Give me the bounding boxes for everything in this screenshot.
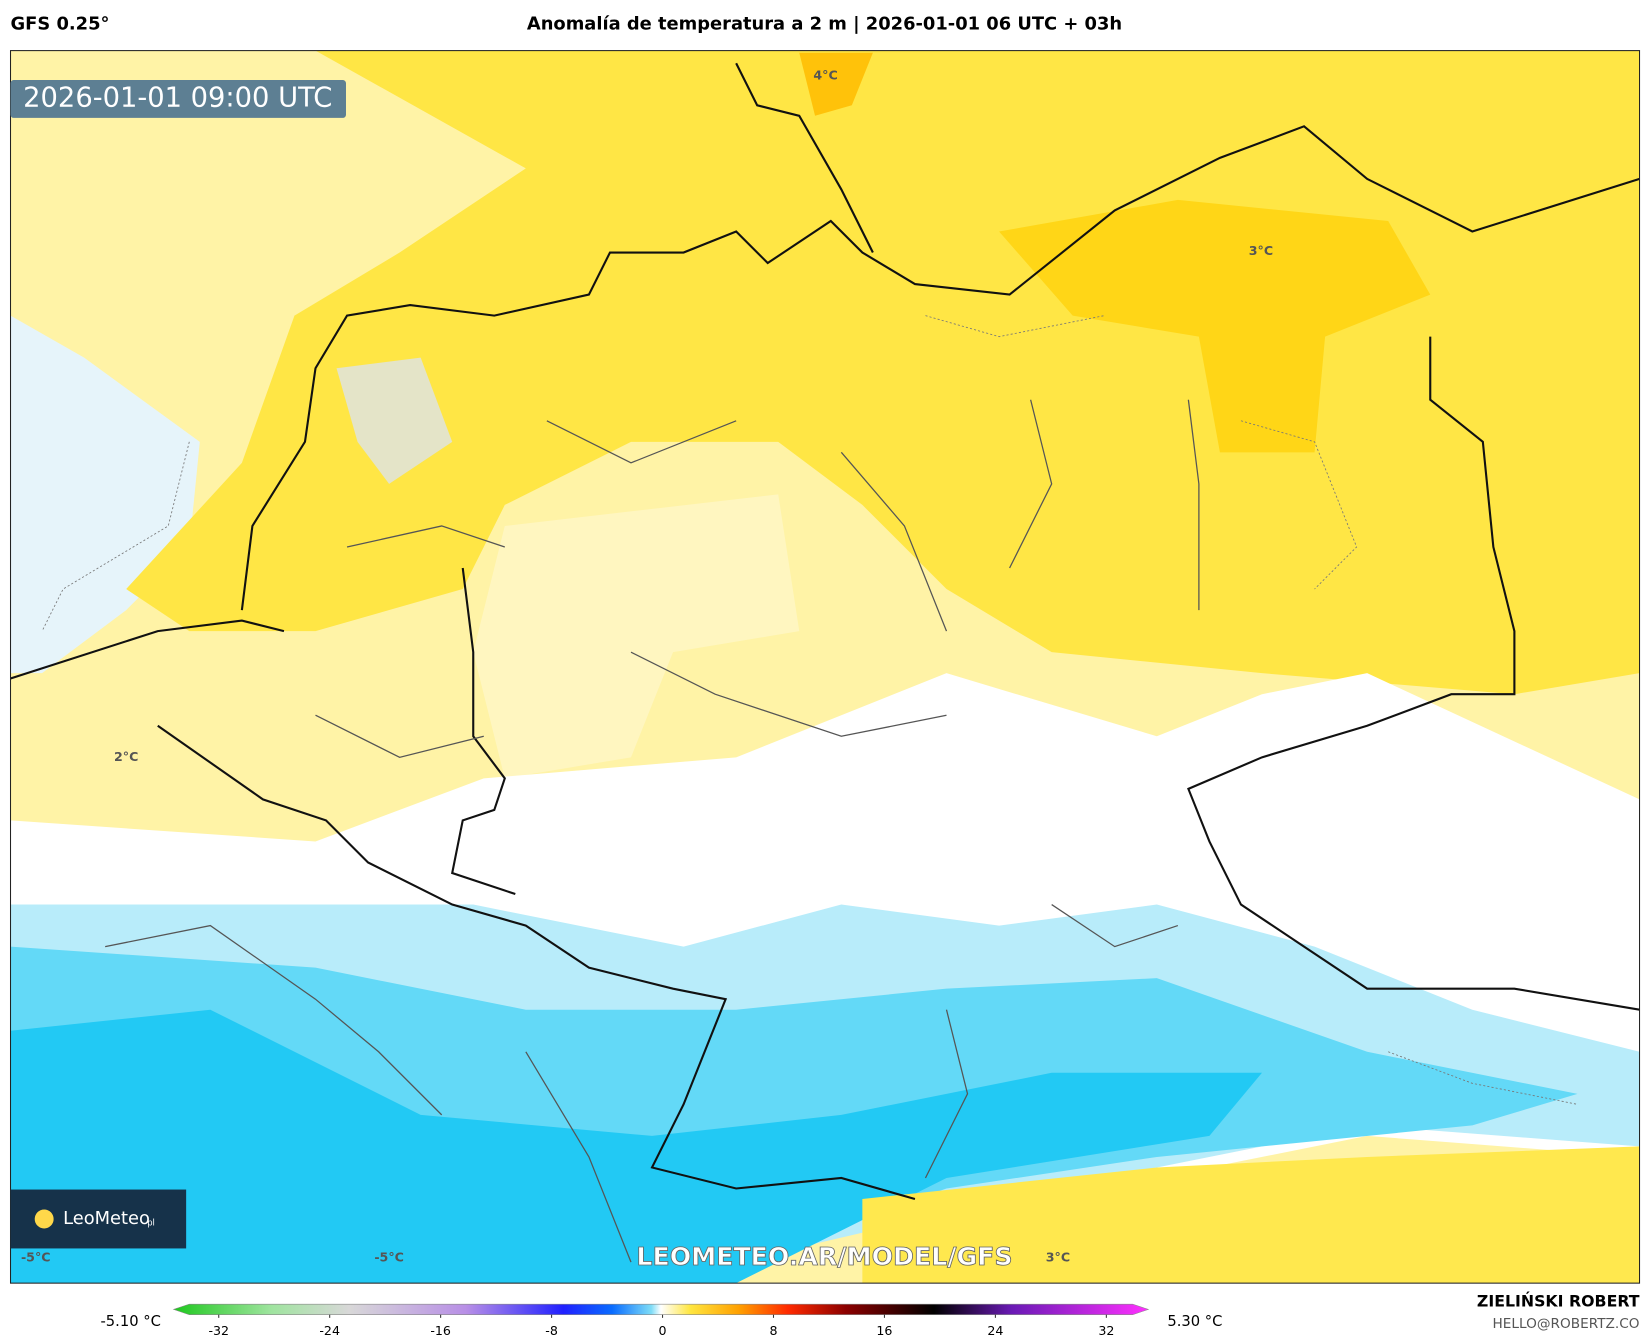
colder-area xyxy=(10,1009,1262,1284)
colorbar-tick-label: -32 xyxy=(208,1323,229,1338)
anomaly-contour xyxy=(41,315,1578,1105)
time-badge xyxy=(10,80,346,118)
coastline xyxy=(240,125,1640,611)
colorbar-min-label: -5.10 °C xyxy=(100,1313,160,1330)
colorbar-tick-label: 32 xyxy=(1098,1323,1114,1338)
colorbar-tick-label: -8 xyxy=(545,1323,558,1338)
colorbar-tick-label: 0 xyxy=(659,1323,667,1338)
region-border xyxy=(105,399,1200,1263)
map-title: Anomalía de temperatura a 2 m | 2026-01-… xyxy=(527,13,1122,34)
colorbar: -32 -24 -16 -8 0 8 16 24 32 xyxy=(172,1303,1150,1338)
national-border xyxy=(10,62,1640,1201)
mild-area xyxy=(473,494,800,779)
logo-name: LeoMeteo xyxy=(63,1208,150,1229)
watermark: LEOMETEO.AR/MODEL/GFS xyxy=(636,1242,1012,1271)
lake xyxy=(336,357,453,484)
colorbar-tick-label: 8 xyxy=(769,1323,777,1338)
valid-time: 2026-01-01 09:00 UTC xyxy=(23,82,332,113)
colorbar-max-label: 5.30 °C xyxy=(1167,1313,1222,1330)
map-label: 3°C xyxy=(1046,1249,1070,1264)
colorbar-bar xyxy=(172,1303,1150,1315)
map-frame xyxy=(9,50,1641,1284)
warmer-area xyxy=(999,199,1431,453)
map-label: -5°C xyxy=(21,1249,51,1264)
colorbar-tick-label: 16 xyxy=(876,1323,892,1338)
warmest-area xyxy=(799,52,873,116)
south-warm-area xyxy=(862,1146,1640,1284)
email: HELLO@ROBERTZ.CO xyxy=(1492,1316,1639,1332)
map-label: 3°C xyxy=(1249,243,1273,258)
map-label: 2°C xyxy=(114,749,138,764)
colorbar-tick-label: 24 xyxy=(987,1323,1003,1338)
map-labels: 4°C 3°C 2°C -5°C -5°C 3°C xyxy=(21,67,1273,1264)
colorbar-tick-label: -16 xyxy=(430,1323,451,1338)
map-label: -5°C xyxy=(374,1249,404,1264)
logo-suffix: pl xyxy=(147,1218,155,1228)
map xyxy=(10,50,1640,1284)
colorbar-tick-label: -24 xyxy=(319,1323,340,1338)
model-name: GFS 0.25° xyxy=(11,13,110,34)
map-label: 4°C xyxy=(813,67,837,82)
logo-sun xyxy=(34,1209,54,1229)
author: ZIELIŃSKI ROBERT xyxy=(1477,1292,1640,1311)
